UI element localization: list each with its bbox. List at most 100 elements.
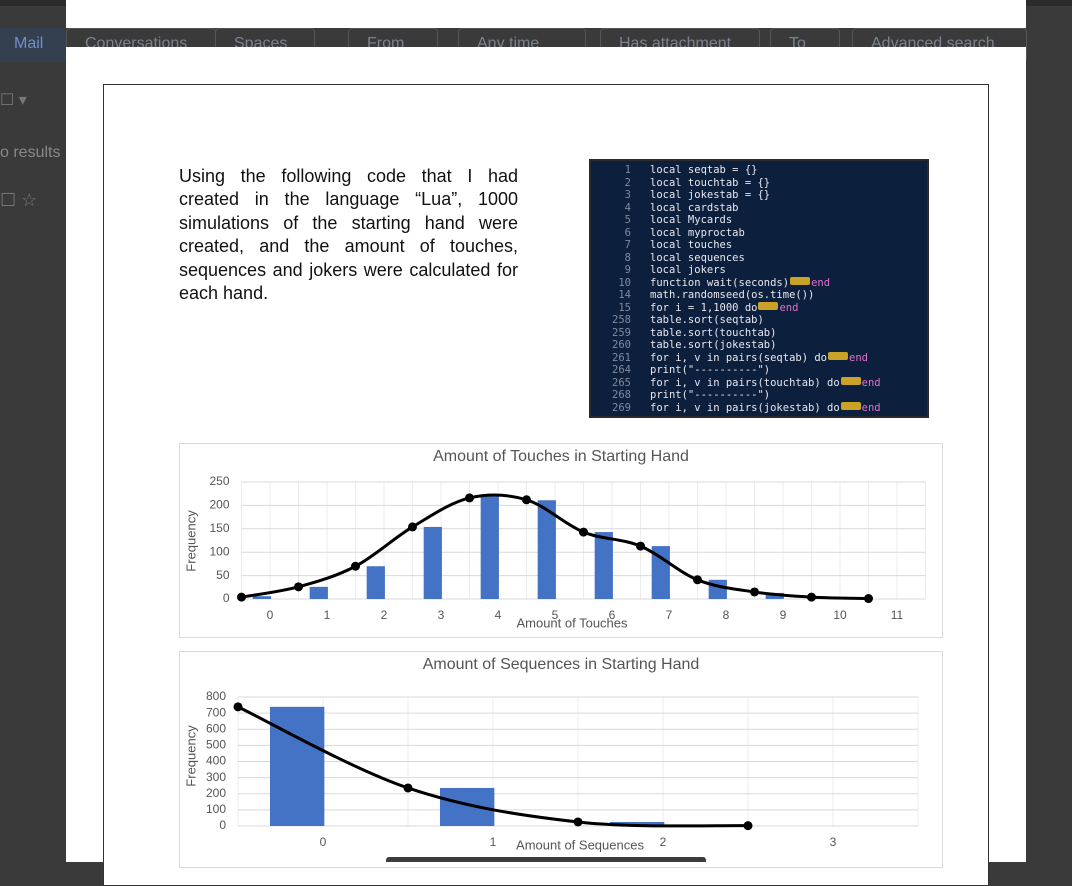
code-text: for i, v in pairs(touchtab) do	[650, 376, 840, 389]
bar	[269, 706, 325, 826]
y-tick-label: 800	[206, 689, 226, 703]
line-number: 8	[624, 251, 631, 264]
code-line: 261 for i, v in pairs(seqtab) do end	[591, 351, 927, 365]
code-line: 260 table.sort(jokestab)	[591, 339, 927, 352]
line-number: 1	[624, 164, 631, 176]
fold-marker	[840, 376, 861, 385]
y-tick-label: 200	[206, 786, 226, 800]
code-line: 1 local seqtab = {}	[591, 164, 927, 177]
code-text: table.sort(seqtab)	[650, 314, 764, 326]
trend-point	[579, 527, 588, 537]
code-tail: end	[811, 276, 831, 289]
x-tick-label: 3	[830, 835, 837, 849]
x-tick-label: 8	[723, 608, 730, 622]
x-tick-label: 0	[267, 608, 274, 622]
y-tick-label: 0	[219, 818, 226, 832]
line-number: 14	[618, 289, 631, 301]
code-line: 5 local Mycards	[591, 214, 927, 227]
y-tick-label: 250	[209, 474, 229, 488]
y-tick-label: 200	[209, 498, 229, 512]
fold-marker	[828, 351, 849, 360]
line-number: 260	[612, 339, 631, 351]
code-line: 258 table.sort(seqtab)	[591, 314, 927, 327]
code-line: 7 local touches	[591, 239, 927, 252]
line-number: 268	[612, 389, 631, 401]
chart-box: Amount of Sequences in Starting Hand Freq…	[179, 651, 943, 868]
code-text: local Mycards	[650, 214, 733, 226]
code-text: local touchtab = {}	[650, 176, 771, 189]
trend-point	[465, 493, 474, 503]
select-checkbox[interactable]: ☐ ▾	[0, 92, 27, 109]
line-number: 258	[612, 314, 631, 326]
y-tick-label: 700	[206, 705, 226, 719]
line-number: 259	[612, 326, 631, 339]
code-tail: end	[861, 401, 881, 414]
line-number: 269	[612, 401, 631, 414]
code-line: 14 math.randomseed(os.time())	[591, 289, 927, 302]
code-text: local myproctab	[650, 226, 745, 239]
bar	[708, 579, 727, 599]
line-number: 265	[612, 376, 631, 389]
trend-point	[408, 522, 417, 532]
trend-point	[522, 495, 531, 505]
fold-marker	[758, 301, 779, 310]
x-tick-label: 6	[609, 608, 616, 622]
line-number: 10	[618, 276, 631, 289]
code-text: table.sort(touchtab)	[650, 326, 777, 339]
line-number: 9	[624, 264, 631, 276]
code-text: for i, v in pairs(jokestab) do	[650, 401, 840, 414]
code-line: 269 for i, v in pairs(jokestab) do end	[591, 401, 927, 415]
trend-point	[351, 561, 360, 571]
row-controls[interactable]: ☐ ☆	[0, 190, 38, 210]
x-axis-label: Amount of Sequences	[516, 837, 644, 852]
code-text: function wait(seconds)	[650, 276, 790, 289]
chart: Amount of Touches in Starting Hand Freque…	[183, 448, 926, 630]
bar	[366, 566, 385, 599]
line-number: 3	[624, 189, 631, 201]
fold-marker	[840, 401, 861, 410]
code-line: 9 local jokers	[591, 264, 927, 277]
trend-point	[743, 821, 753, 831]
bar	[423, 526, 442, 599]
trend-point	[233, 702, 243, 712]
code-text: for i = 1,1000 do	[650, 301, 758, 314]
code-tail: end	[861, 376, 881, 389]
code-text: table.sort(jokestab)	[650, 339, 777, 351]
line-number: 6	[624, 226, 631, 239]
trend-point	[403, 783, 413, 793]
trend-point	[750, 587, 759, 597]
bar	[594, 532, 613, 599]
bar	[309, 586, 328, 599]
nav-mail[interactable]: Mail	[0, 28, 66, 62]
bar	[480, 496, 499, 599]
trend-line	[237, 705, 749, 828]
code-text: local jokestab = {}	[650, 189, 771, 201]
trend-point	[636, 541, 645, 551]
y-tick-label: 300	[206, 770, 226, 784]
x-tick-label: 4	[495, 608, 502, 622]
code-text: math.randomseed(os.time())	[650, 289, 815, 301]
results-label: o results	[0, 144, 61, 161]
chart-box: Amount of Touches in Starting Hand Freque…	[179, 443, 943, 638]
line-number: 5	[624, 214, 631, 226]
y-axis-label: Frequency	[183, 725, 198, 787]
x-axis-label: Amount of Touches	[516, 615, 628, 630]
x-tick-label: 2	[660, 835, 667, 849]
y-tick-label: 100	[209, 544, 229, 558]
bar	[252, 596, 271, 599]
x-tick-label: 0	[320, 835, 327, 849]
y-tick-label: 400	[206, 754, 226, 768]
code-line: 3 local jokestab = {}	[591, 189, 927, 202]
y-tick-label: 0	[223, 591, 230, 605]
trend-point	[294, 582, 303, 592]
code-tail: end	[849, 351, 868, 364]
code-text: local cardstab	[650, 201, 739, 214]
code-line: 264 print("----------")	[591, 364, 927, 377]
x-tick-label: 5	[552, 608, 559, 622]
code-text: print("----------")	[650, 389, 771, 401]
y-axis-label: Frequency	[183, 510, 198, 572]
chart-title: Amount of Touches in Starting Hand	[433, 448, 689, 465]
trend-point	[693, 575, 702, 585]
line-number: 7	[624, 239, 631, 251]
code-text: local jokers	[650, 264, 726, 276]
